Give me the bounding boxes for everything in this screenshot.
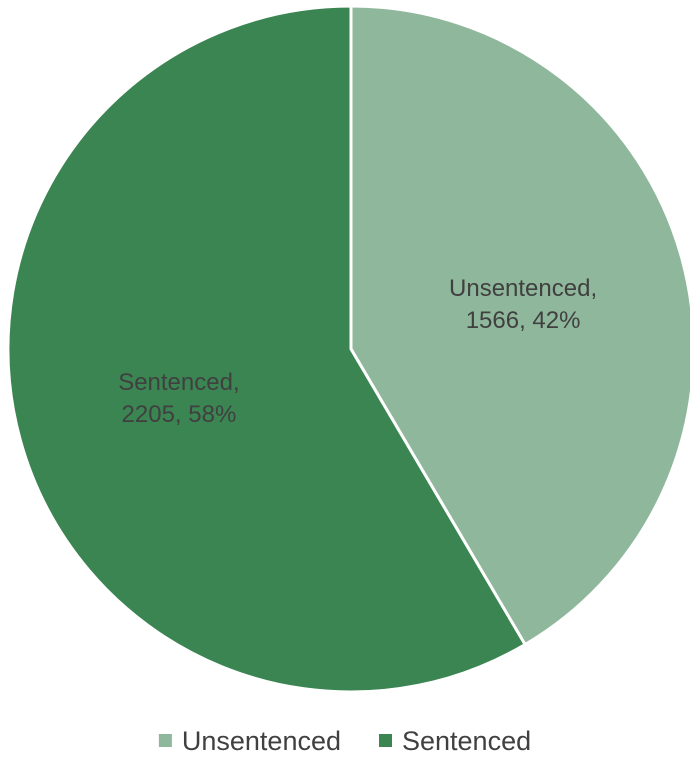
pie-slices bbox=[6, 4, 690, 694]
legend-label-sentenced: Sentenced bbox=[402, 726, 531, 756]
pie-slice-sentenced bbox=[6, 4, 528, 694]
data-label-sentenced: Sentenced, 2205, 58% bbox=[118, 369, 239, 428]
pie-slice-unsentenced bbox=[349, 4, 690, 647]
data-label-unsentenced: Unsentenced, 1566, 42% bbox=[449, 275, 597, 334]
legend-label-unsentenced: Unsentenced bbox=[182, 726, 341, 756]
pie-data-labels: Unsentenced, 1566, 42% Sentenced, 2205, 58% bbox=[118, 275, 597, 428]
legend-swatch-unsentenced bbox=[158, 734, 172, 747]
legend: Unsentenced Sentenced bbox=[158, 726, 531, 756]
legend-swatch-sentenced bbox=[379, 734, 393, 747]
